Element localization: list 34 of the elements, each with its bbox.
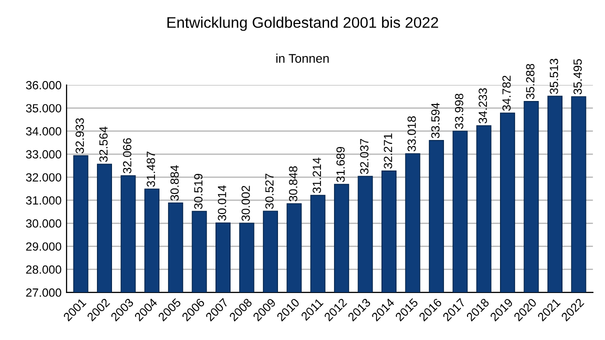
data-label: 33.998 — [454, 94, 464, 129]
data-label: 34.233 — [478, 88, 488, 124]
y-tick-label: 27.000 — [26, 288, 62, 297]
chart-subtitle: in Tonnen — [276, 54, 329, 63]
y-tick-label: 35.000 — [26, 104, 62, 112]
y-tick-label: 36.000 — [26, 81, 62, 90]
data-label: 35.495 — [573, 59, 582, 94]
y-tick-label: 31.000 — [26, 196, 62, 205]
y-tick-label: 32.000 — [26, 173, 62, 182]
data-label: 34.782 — [502, 76, 511, 111]
data-label: 31.689 — [336, 146, 345, 182]
data-label: 32.271 — [384, 134, 392, 169]
y-tick-label: 33.000 — [26, 150, 62, 159]
data-label: 35.288 — [526, 64, 534, 100]
y-tick-label: 29.000 — [26, 242, 62, 251]
data-label: 32.564 — [99, 126, 108, 162]
data-label: 30.519 — [194, 174, 202, 210]
data-label: 32.933 — [76, 118, 84, 154]
data-label: 35.513 — [550, 58, 558, 94]
y-tick-label: 28.000 — [26, 265, 62, 274]
data-label: 30.884 — [170, 165, 179, 201]
y-tick-label: 30.000 — [26, 219, 62, 228]
data-label: 31.487 — [146, 152, 156, 187]
data-label: 31.214 — [312, 158, 322, 193]
data-label: 33.018 — [408, 116, 416, 152]
chart-title: Entwicklung Goldbestand 2001 bis 2022 — [167, 16, 438, 31]
data-label: 30.002 — [242, 186, 250, 221]
y-tick-label: 34.000 — [26, 127, 62, 136]
data-label: 33.594 — [431, 102, 440, 138]
data-label: 30.848 — [288, 166, 298, 202]
data-label: 32.066 — [123, 138, 132, 174]
data-label: 32.037 — [360, 138, 368, 174]
data-label: 30.527 — [265, 174, 274, 209]
data-label: 30.014 — [218, 185, 226, 221]
